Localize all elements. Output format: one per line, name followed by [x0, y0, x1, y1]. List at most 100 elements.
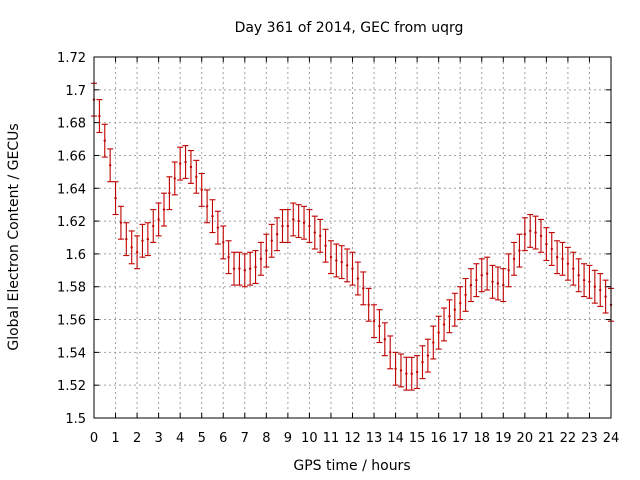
error-bar-point: [387, 335, 394, 370]
y-tick-label: 1.6: [65, 248, 86, 263]
error-bar-point: [581, 263, 588, 298]
data-points: [91, 82, 614, 391]
error-bar-point: [511, 241, 518, 276]
error-bar-point: [591, 269, 598, 304]
error-bar-point: [214, 210, 221, 245]
y-tick-label: 1.52: [57, 379, 86, 394]
error-bar-point: [279, 209, 286, 243]
error-bar-point: [252, 250, 259, 284]
y-tick-label: 1.66: [57, 149, 86, 164]
x-tick-label: 6: [219, 431, 227, 446]
error-bar-point: [473, 263, 480, 298]
error-bar-point: [171, 161, 178, 196]
error-bar-point: [516, 233, 523, 268]
error-bar-point: [231, 251, 238, 286]
error-bar-point: [257, 241, 264, 276]
error-bar-point: [446, 299, 453, 334]
x-tick-label: 7: [241, 431, 249, 446]
error-bar-point: [161, 192, 168, 227]
y-tick-labels: 1.5 1.52 1.54 1.56 1.58 1.6 1.62 1.64 1.66 1.68 1.…: [57, 51, 611, 427]
error-bar-point: [96, 99, 103, 134]
error-bar-point: [548, 232, 555, 266]
error-bar-point: [441, 307, 448, 342]
error-bar-point: [537, 218, 544, 253]
error-bar-point: [338, 245, 345, 280]
error-bar-point: [575, 258, 582, 293]
error-bar-point: [430, 325, 437, 360]
y-axis-label: Global Electron Content / GECUs: [6, 123, 22, 350]
error-bar-point: [177, 146, 184, 181]
error-bar-point: [247, 251, 254, 286]
x-tick-label: 0: [90, 431, 98, 446]
x-tick-label: 11: [323, 431, 340, 446]
error-bar-point: [198, 172, 205, 207]
error-bar-point: [128, 230, 135, 265]
x-axis-label: GPS time / hours: [293, 458, 410, 474]
error-bar-point: [107, 148, 114, 183]
x-tick-label: 8: [262, 431, 270, 446]
x-tick-label: 24: [603, 431, 620, 446]
error-bar-point: [193, 159, 200, 194]
x-tick-label: 3: [154, 431, 162, 446]
error-bar-point: [494, 266, 501, 301]
error-bar-point: [500, 268, 507, 303]
x-tick-labels: 0 1 2 3 4 5 6 7 8 9 10 11 12 13 14 15 16 17 18 19 20 21 22 23 24: [90, 57, 619, 446]
error-bar-point: [478, 258, 485, 293]
y-tick-label: 1.72: [57, 51, 86, 66]
x-tick-label: 5: [198, 431, 206, 446]
error-bar-point: [327, 240, 334, 275]
error-bar-point: [435, 315, 442, 350]
y-tick-label: 1.58: [57, 281, 86, 296]
error-bar-point: [187, 149, 194, 184]
y-tick-label: 1.64: [57, 182, 86, 197]
error-bar-point: [467, 268, 474, 303]
error-bar-point: [457, 286, 464, 321]
x-tick-label: 20: [517, 431, 534, 446]
error-bar-point: [204, 189, 211, 224]
x-tick-label: 22: [560, 431, 577, 446]
error-bar-point: [543, 227, 550, 262]
x-tick-label: 2: [133, 431, 141, 446]
error-bar-point: [311, 215, 318, 250]
x-tick-label: 18: [473, 431, 490, 446]
y-tick-label: 1.7: [65, 84, 86, 99]
x-tick-label: 17: [452, 431, 469, 446]
error-bar-point: [182, 145, 189, 179]
error-bar-point: [408, 356, 415, 391]
error-bar-point: [424, 338, 431, 373]
error-bar-point: [354, 261, 361, 296]
chart-title: Day 361 of 2014, GEC from uqrg: [235, 20, 464, 36]
error-bar-point: [462, 277, 469, 312]
error-bar-point: [301, 205, 308, 240]
error-bar-point: [349, 251, 356, 286]
x-tick-label: 12: [344, 431, 361, 446]
error-bar-point: [284, 209, 291, 243]
error-bar-point: [505, 253, 512, 288]
error-bar-point: [220, 225, 227, 260]
error-bar-point: [527, 213, 534, 248]
error-bar-point: [403, 356, 410, 391]
error-bar-point: [489, 264, 496, 299]
error-bar-point: [344, 248, 351, 283]
error-bar-point: [209, 199, 216, 234]
error-bar-point: [451, 292, 458, 327]
x-tick-label: 4: [176, 431, 184, 446]
error-bar-point: [392, 351, 399, 386]
error-bar-point: [397, 353, 404, 388]
error-bar-point: [322, 228, 329, 263]
error-bar-point: [597, 273, 604, 307]
error-bar-point: [117, 205, 124, 240]
error-bar-point: [123, 222, 130, 257]
error-bar-point: [150, 209, 157, 243]
x-tick-label: 16: [430, 431, 447, 446]
error-bar-point: [268, 223, 275, 258]
error-bar-point: [559, 241, 566, 276]
error-bar-point: [295, 204, 302, 239]
error-bar-point: [166, 176, 173, 211]
y-tick-label: 1.54: [57, 346, 86, 361]
error-bar-point: [101, 123, 108, 158]
error-bar-point: [241, 253, 248, 288]
y-tick-label: 1.68: [57, 117, 86, 132]
x-tick-label: 23: [581, 431, 598, 446]
